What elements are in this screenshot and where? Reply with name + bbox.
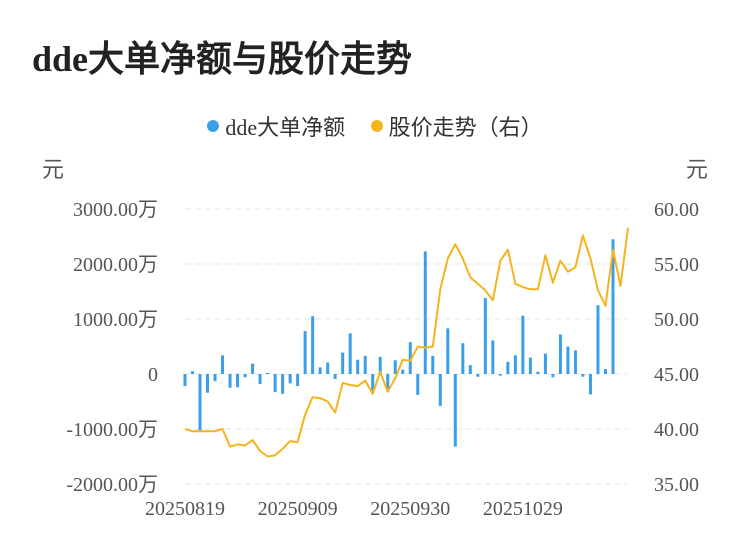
dde-bar: [348, 333, 352, 374]
dde-bar: [423, 251, 427, 374]
y-right-tick-label: 40.00: [654, 419, 699, 441]
dde-bar: [483, 298, 487, 374]
dde-bar: [191, 371, 195, 374]
dde-bar: [326, 362, 330, 374]
dde-bar: [311, 316, 315, 374]
dde-bar: [453, 374, 457, 447]
legend-dot-dde: [207, 120, 220, 132]
x-tick-label: 20251029: [483, 498, 563, 520]
dde-bar: [198, 374, 202, 432]
dde-bar: [266, 372, 270, 374]
dde-bar: [596, 305, 600, 374]
y-left-tick-label: 3000.00万: [73, 199, 158, 221]
dde-bar: [401, 369, 405, 374]
dde-bar: [228, 374, 232, 388]
dde-bar: [431, 355, 435, 374]
y-right-tick-label: 45.00: [654, 364, 699, 386]
x-tick-label: 20250909: [258, 498, 338, 520]
dde-bar: [251, 363, 255, 374]
dde-bar: [281, 374, 285, 394]
y-right-tick-label: 50.00: [654, 309, 699, 331]
dde-bar: [476, 374, 480, 377]
dde-bar: [543, 353, 547, 374]
dde-bar: [416, 374, 420, 395]
dde-bar: [273, 374, 277, 393]
legend-label-price: 股价走势（右）: [388, 115, 543, 140]
y-left-unit: 元: [42, 157, 64, 182]
dde-bar: [356, 359, 360, 374]
dde-bar: [183, 374, 187, 387]
y-right-tick-label: 60.00: [654, 199, 699, 221]
dde-bar: [558, 334, 562, 374]
price-line: [184, 227, 629, 458]
dde-bar: [393, 360, 397, 374]
dde-bar: [408, 342, 412, 374]
dde-bar: [213, 374, 217, 382]
y-left-tick-label: 2000.00万: [73, 254, 158, 276]
dde-bar: [318, 367, 322, 374]
dde-bar: [506, 361, 510, 374]
dde-bar: [588, 374, 592, 395]
x-tick-label: 20250930: [370, 498, 450, 520]
dde-bar: [303, 331, 307, 374]
dde-bar: [491, 340, 495, 374]
dde-bar: [371, 374, 375, 391]
dde-bar: [521, 315, 525, 374]
x-tick-label: 20250819: [145, 498, 225, 520]
dde-bar: [551, 374, 555, 378]
y-left-tick-label: 0: [148, 364, 158, 386]
dde-bar: [603, 369, 607, 374]
dde-bar: [611, 239, 615, 374]
dde-bar: [536, 371, 540, 374]
dde-bar: [258, 374, 262, 384]
dde-bar: [468, 365, 472, 374]
dde-bar: [498, 374, 502, 376]
y-right-tick-label: 55.00: [654, 254, 699, 276]
dde-bar: [378, 356, 382, 374]
y-left-tick-label: 1000.00万: [73, 309, 158, 331]
y-left-tick-label: -1000.00万: [66, 419, 158, 441]
dde-bar: [333, 374, 337, 379]
dde-bar: [386, 374, 390, 390]
chart-title: dde大单净额与股价走势: [32, 39, 413, 79]
dde-bar: [363, 355, 367, 374]
dde-bar: [243, 374, 247, 378]
dde-bar: [573, 350, 577, 374]
dde-bar: [288, 374, 292, 384]
dde-bar: [446, 328, 450, 374]
dde-bar: [581, 374, 585, 377]
legend: dde大单净额 股价走势（右）: [0, 110, 750, 142]
y-right-unit: 元: [686, 157, 708, 182]
dde-bar: [461, 343, 465, 374]
dde-bar: [236, 374, 240, 388]
legend-item-price[interactable]: 股价走势（右）: [370, 110, 543, 142]
dde-bar: [206, 374, 210, 393]
legend-item-dde[interactable]: dde大单净额: [207, 110, 345, 142]
y-right-tick-label: 35.00: [654, 474, 699, 496]
legend-label-dde: dde大单净额: [225, 115, 346, 140]
dde-bar: [438, 374, 442, 406]
dde-bar: [513, 355, 517, 374]
dde-bar: [528, 357, 532, 374]
dde-bar: [296, 374, 300, 387]
dde-bar: [221, 355, 225, 374]
y-left-tick-label: -2000.00万: [66, 474, 158, 496]
dde-bar: [341, 352, 345, 374]
dde-bar: [566, 346, 570, 374]
legend-dot-price: [370, 120, 383, 132]
